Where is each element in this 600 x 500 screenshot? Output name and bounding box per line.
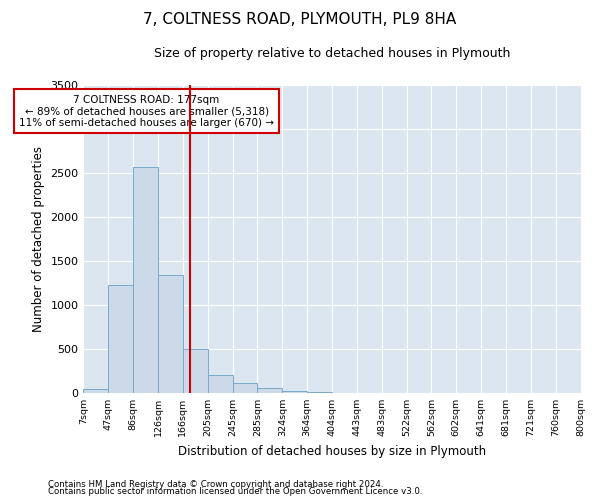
- Bar: [158, 275, 183, 393]
- Text: Contains public sector information licensed under the Open Government Licence v3: Contains public sector information licen…: [48, 487, 422, 496]
- Title: Size of property relative to detached houses in Plymouth: Size of property relative to detached ho…: [154, 48, 510, 60]
- Bar: [83, 388, 108, 393]
- X-axis label: Distribution of detached houses by size in Plymouth: Distribution of detached houses by size …: [178, 444, 486, 458]
- Bar: [183, 349, 208, 393]
- Bar: [257, 388, 282, 393]
- Bar: [133, 167, 158, 393]
- Text: Contains HM Land Registry data © Crown copyright and database right 2024.: Contains HM Land Registry data © Crown c…: [48, 480, 383, 489]
- Bar: [208, 376, 233, 393]
- Text: 7, COLTNESS ROAD, PLYMOUTH, PL9 8HA: 7, COLTNESS ROAD, PLYMOUTH, PL9 8HA: [143, 12, 457, 28]
- Bar: [233, 383, 257, 393]
- Text: 7 COLTNESS ROAD: 177sqm
← 89% of detached houses are smaller (5,318)
11% of semi: 7 COLTNESS ROAD: 177sqm ← 89% of detache…: [19, 94, 274, 128]
- Bar: [282, 390, 307, 393]
- Y-axis label: Number of detached properties: Number of detached properties: [32, 146, 45, 332]
- Bar: [108, 285, 133, 393]
